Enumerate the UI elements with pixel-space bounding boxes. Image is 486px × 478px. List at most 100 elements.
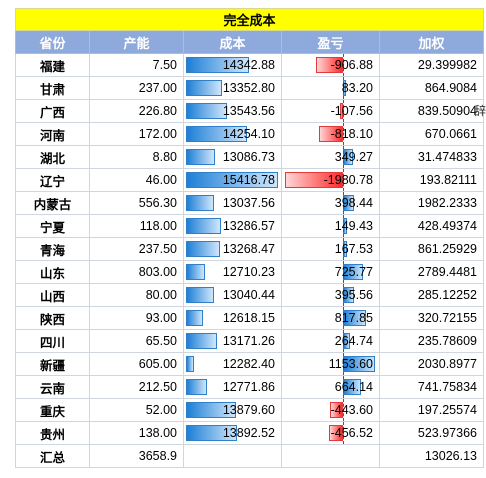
cost-cell[interactable]: 13879.60	[183, 398, 282, 422]
province-cell[interactable]: 辽宁	[15, 168, 90, 192]
cost-cell[interactable]: 13352.80	[183, 76, 282, 100]
province-cell[interactable]: 山西	[15, 283, 90, 307]
province-cell[interactable]: 湖北	[15, 145, 90, 169]
province-cell[interactable]: 贵州	[15, 421, 90, 445]
province-cell[interactable]: 河南	[15, 122, 90, 146]
province-cell[interactable]: 内蒙古	[15, 191, 90, 215]
capacity-cell[interactable]: 803.00	[89, 260, 184, 284]
capacity-cell[interactable]: 212.50	[89, 375, 184, 399]
weighted-cell[interactable]: 670.0661	[379, 122, 484, 146]
total-label[interactable]: 汇总	[15, 444, 90, 468]
weighted-cell[interactable]: 193.82111	[379, 168, 484, 192]
header-province[interactable]: 省份	[15, 30, 90, 54]
weighted-cell[interactable]: 861.25929	[379, 237, 484, 261]
total-weighted[interactable]: 13026.13	[379, 444, 484, 468]
cost-data-bar	[186, 57, 249, 73]
profit-cell[interactable]: 395.56	[281, 283, 380, 307]
capacity-cell[interactable]: 605.00	[89, 352, 184, 376]
cost-cell[interactable]: 12618.15	[183, 306, 282, 330]
profit-cell[interactable]: -107.56	[281, 99, 380, 123]
capacity-cell[interactable]: 52.00	[89, 398, 184, 422]
capacity-cell[interactable]: 237.50	[89, 237, 184, 261]
header-profit[interactable]: 盈亏	[281, 30, 380, 54]
cost-cell[interactable]: 13086.73	[183, 145, 282, 169]
capacity-cell[interactable]: 172.00	[89, 122, 184, 146]
capacity-cell[interactable]: 556.30	[89, 191, 184, 215]
profit-cell[interactable]: 167.53	[281, 237, 380, 261]
profit-cell[interactable]: 83.20	[281, 76, 380, 100]
profit-cell[interactable]: 349.27	[281, 145, 380, 169]
province-cell[interactable]: 云南	[15, 375, 90, 399]
province-cell[interactable]: 青海	[15, 237, 90, 261]
total-capacity[interactable]: 3658.9	[89, 444, 184, 468]
weighted-cell[interactable]: 197.25574	[379, 398, 484, 422]
cost-cell[interactable]: 13543.56	[183, 99, 282, 123]
capacity-cell[interactable]: 65.50	[89, 329, 184, 353]
cost-cell[interactable]: 13037.56	[183, 191, 282, 215]
weighted-cell[interactable]: 2030.8977	[379, 352, 484, 376]
capacity-cell[interactable]: 93.00	[89, 306, 184, 330]
profit-cell[interactable]: -456.52	[281, 421, 380, 445]
profit-cell[interactable]: 1153.60	[281, 352, 380, 376]
weighted-cell[interactable]: 31.474833	[379, 145, 484, 169]
header-cost[interactable]: 成本	[183, 30, 282, 54]
province-cell[interactable]: 陕西	[15, 306, 90, 330]
profit-cell[interactable]: -443.60	[281, 398, 380, 422]
total-profit-empty[interactable]	[281, 444, 380, 468]
profit-cell[interactable]: 264.74	[281, 329, 380, 353]
cost-cell[interactable]: 13268.47	[183, 237, 282, 261]
cost-cell[interactable]: 12282.40	[183, 352, 282, 376]
cost-data-bar	[186, 149, 216, 165]
capacity-cell[interactable]: 237.00	[89, 76, 184, 100]
profit-value: 398.44	[334, 196, 373, 210]
profit-cell[interactable]: 664.14	[281, 375, 380, 399]
capacity-cell[interactable]: 46.00	[89, 168, 184, 192]
profit-cell[interactable]: -818.10	[281, 122, 380, 146]
weighted-cell[interactable]: 741.75834	[379, 375, 484, 399]
weighted-cell[interactable]: 2789.4481	[379, 260, 484, 284]
cost-cell[interactable]: 12710.23	[183, 260, 282, 284]
capacity-cell[interactable]: 118.00	[89, 214, 184, 238]
capacity-cell[interactable]: 80.00	[89, 283, 184, 307]
weighted-cell[interactable]: 1982.2333	[379, 191, 484, 215]
capacity-cell[interactable]: 7.50	[89, 53, 184, 77]
cost-cell[interactable]: 13040.44	[183, 283, 282, 307]
cost-cell[interactable]: 14342.88	[183, 53, 282, 77]
province-cell[interactable]: 四川	[15, 329, 90, 353]
province-cell[interactable]: 山东	[15, 260, 90, 284]
capacity-cell[interactable]: 8.80	[89, 145, 184, 169]
cost-cell[interactable]: 13171.26	[183, 329, 282, 353]
province-cell[interactable]: 甘肃	[15, 76, 90, 100]
cost-cell[interactable]: 13286.57	[183, 214, 282, 238]
cost-cell[interactable]: 14254.10	[183, 122, 282, 146]
weighted-cell[interactable]: 839.50904	[379, 99, 484, 123]
profit-cell[interactable]: 817.85	[281, 306, 380, 330]
cost-cell[interactable]: 13892.52	[183, 421, 282, 445]
cost-cell[interactable]: 15416.78	[183, 168, 282, 192]
cost-cell[interactable]: 12771.86	[183, 375, 282, 399]
province-cell[interactable]: 福建	[15, 53, 90, 77]
profit-cell[interactable]: -906.88	[281, 53, 380, 77]
weighted-cell[interactable]: 523.97366	[379, 421, 484, 445]
table-title[interactable]: 完全成本	[15, 8, 484, 31]
capacity-cell[interactable]: 138.00	[89, 421, 184, 445]
weighted-cell[interactable]: 235.78609	[379, 329, 484, 353]
profit-zero-axis	[342, 192, 344, 214]
weighted-cell[interactable]: 320.72155	[379, 306, 484, 330]
profit-cell[interactable]: 725.77	[281, 260, 380, 284]
total-cost-empty[interactable]	[183, 444, 282, 468]
province-cell[interactable]: 新疆	[15, 352, 90, 376]
province-cell[interactable]: 广西	[15, 99, 90, 123]
province-cell[interactable]: 重庆	[15, 398, 90, 422]
province-cell[interactable]: 宁夏	[15, 214, 90, 238]
weighted-cell[interactable]: 285.12252	[379, 283, 484, 307]
profit-cell[interactable]: 398.44	[281, 191, 380, 215]
profit-cell[interactable]: 149.43	[281, 214, 380, 238]
profit-cell[interactable]: -1980.78	[281, 168, 380, 192]
weighted-cell[interactable]: 29.399982	[379, 53, 484, 77]
header-capacity[interactable]: 产能	[89, 30, 184, 54]
weighted-cell[interactable]: 864.9084	[379, 76, 484, 100]
capacity-cell[interactable]: 226.80	[89, 99, 184, 123]
weighted-cell[interactable]: 428.49374	[379, 214, 484, 238]
header-weighted[interactable]: 加权	[379, 30, 484, 54]
